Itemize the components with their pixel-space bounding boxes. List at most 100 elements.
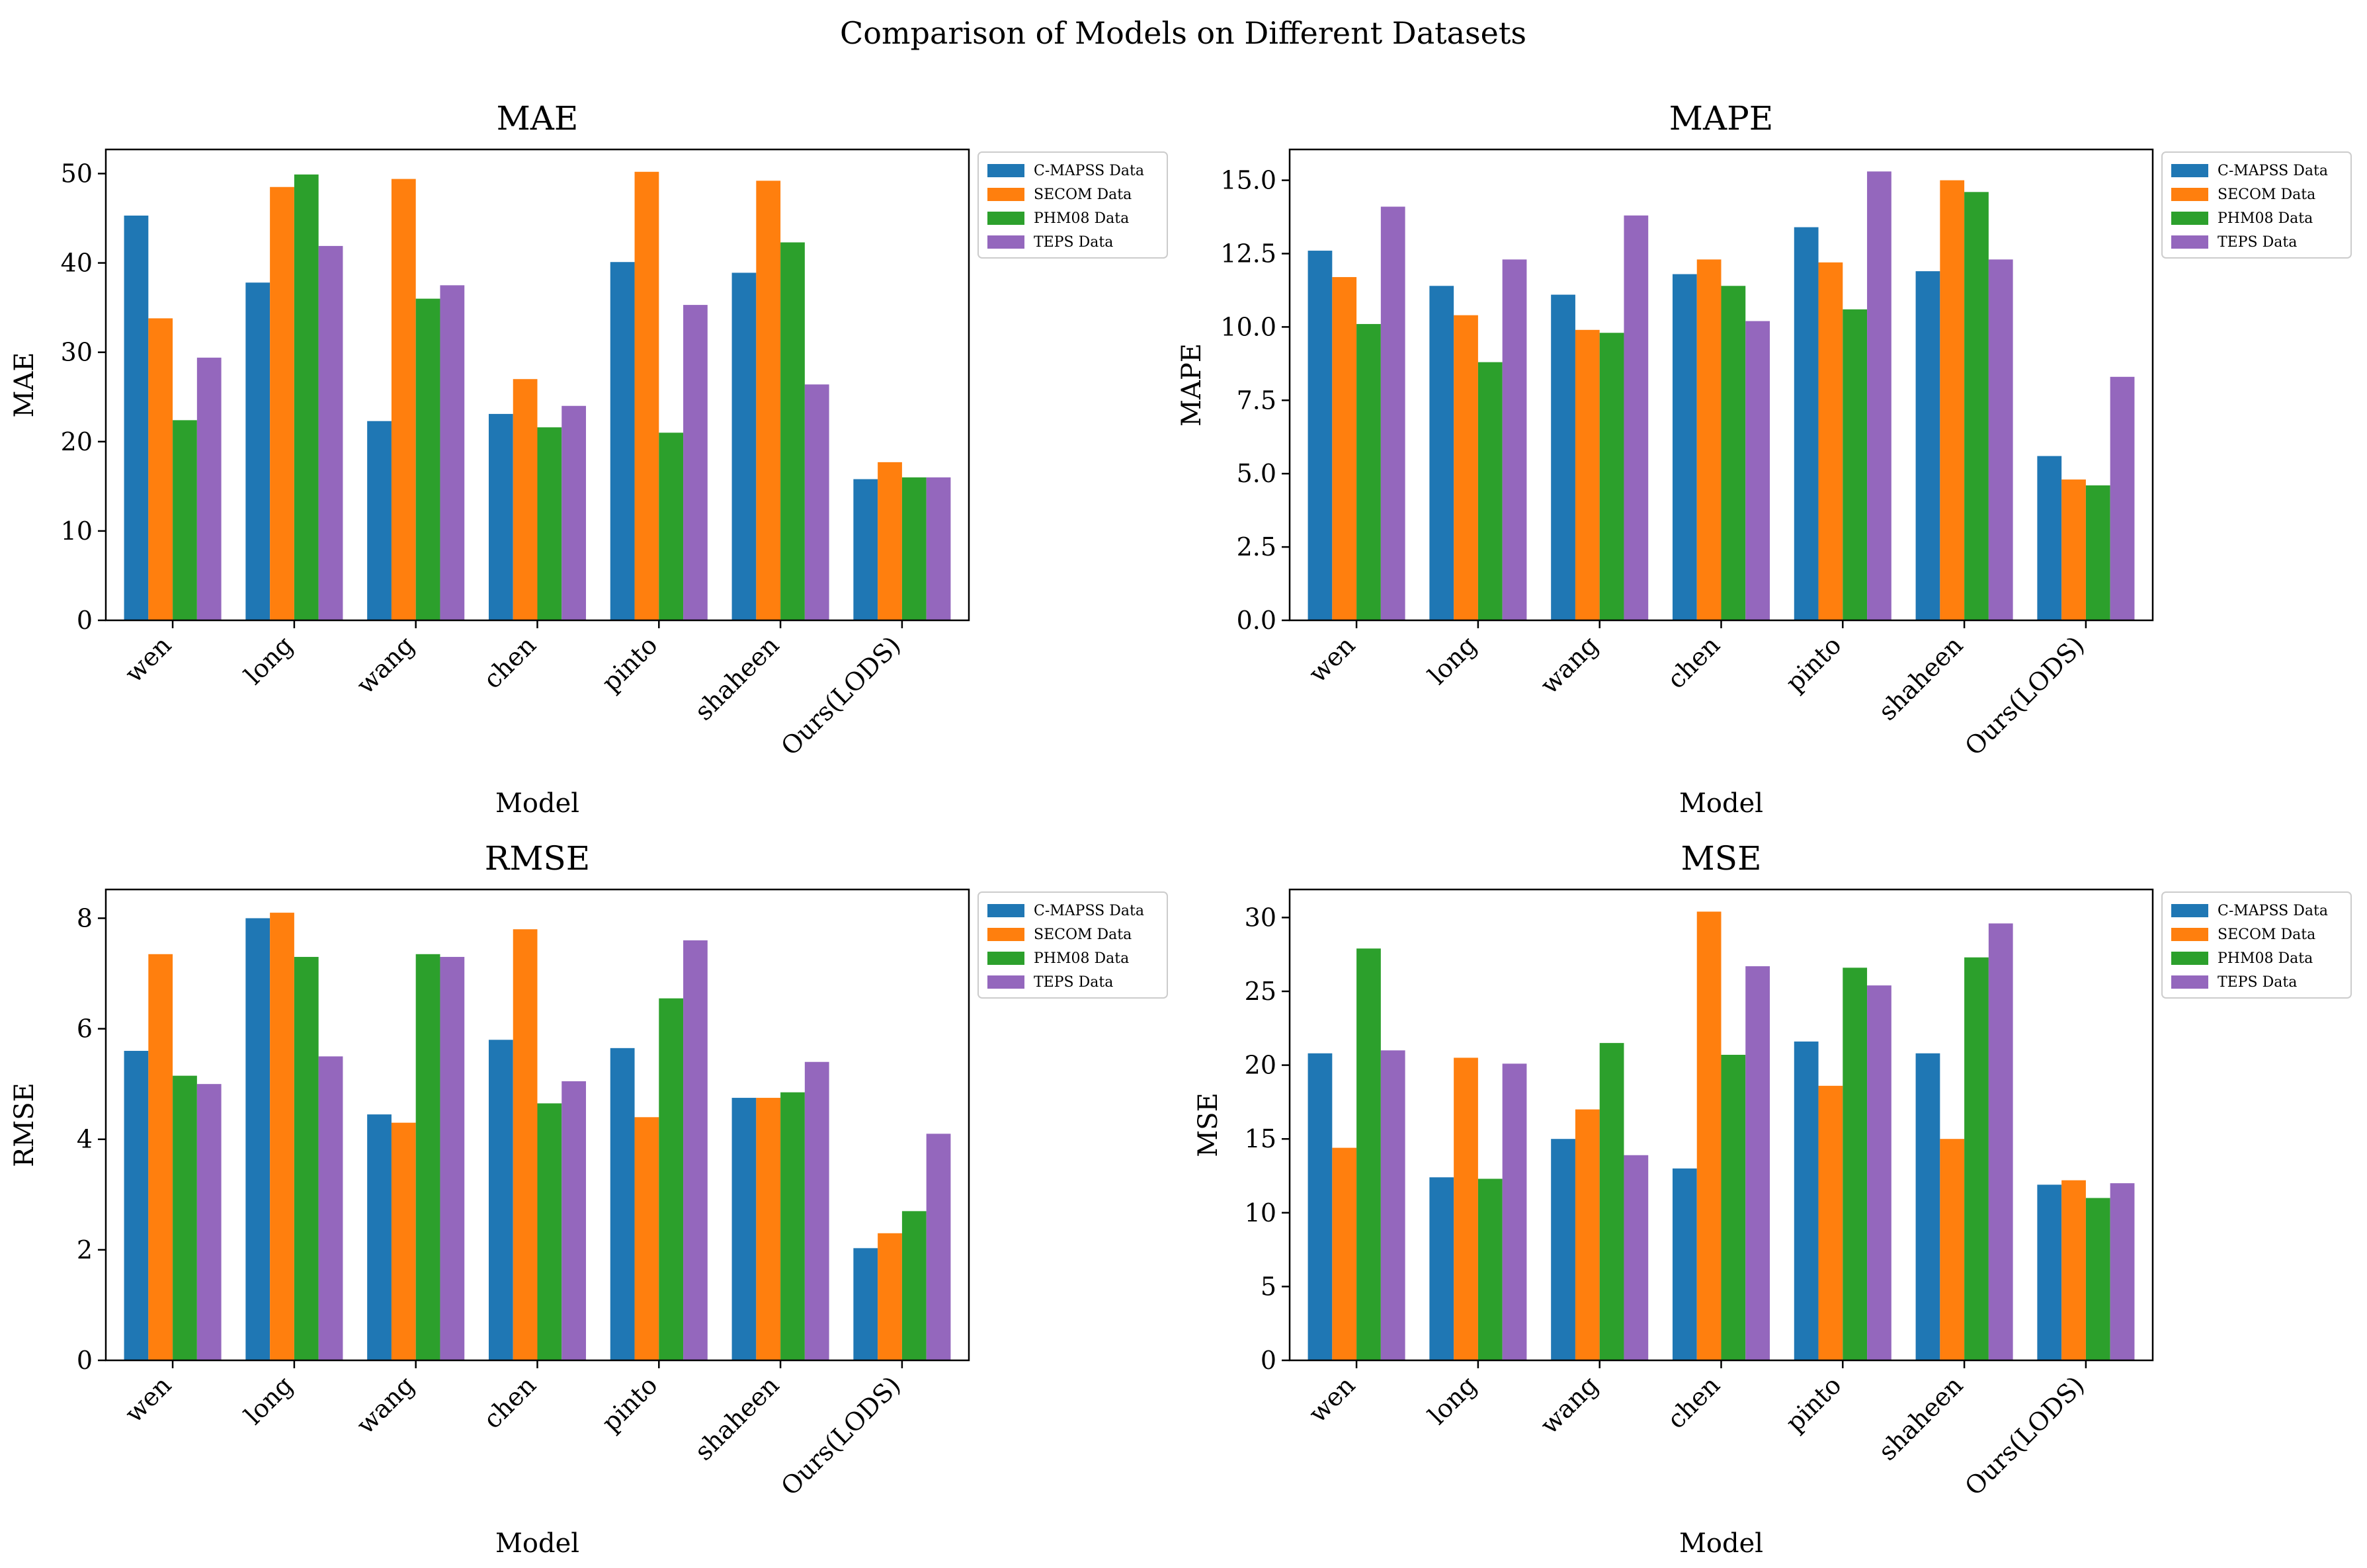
- legend-label: C-MAPSS Data: [2218, 163, 2328, 179]
- y-axis-label: RMSE: [9, 1083, 40, 1167]
- bar-teps-long: [1502, 259, 1527, 621]
- y-tick-label: 2.5: [1237, 532, 1276, 561]
- bar-phm08-ourslods: [901, 477, 927, 620]
- bar-c-mapss-chen: [488, 1040, 513, 1360]
- x-tick-label: shaheen: [689, 1370, 785, 1466]
- bar-teps-wen: [1380, 1050, 1405, 1360]
- panel-title: RMSE: [485, 839, 591, 878]
- legend-label: TEPS Data: [2218, 974, 2297, 991]
- bar-c-mapss-ourslods: [853, 479, 878, 620]
- bar-phm08-wen: [1356, 948, 1381, 1360]
- bar-secom-shaheen: [1940, 1139, 1965, 1360]
- legend-swatch: [2171, 188, 2208, 201]
- bar-teps-wen: [196, 357, 222, 620]
- bar-phm08-ourslods: [2085, 485, 2110, 620]
- panel-title: MSE: [1681, 839, 1762, 878]
- bar-secom-wen: [1332, 276, 1357, 621]
- bar-c-mapss-shaheen: [1915, 271, 1940, 620]
- legend-label: TEPS Data: [1034, 234, 1113, 251]
- bar-secom-chen: [1696, 259, 1722, 621]
- y-tick-label: 25: [1245, 977, 1276, 1006]
- x-tick-label: Ours(LODS): [775, 630, 906, 761]
- legend-swatch: [987, 975, 1024, 989]
- bar-secom-pinto: [1818, 262, 1843, 621]
- y-tick-label: 30: [1245, 903, 1276, 932]
- bar-phm08-long: [294, 956, 319, 1360]
- y-tick-label: 12.5: [1220, 239, 1276, 268]
- bar-teps-shaheen: [1988, 259, 2013, 621]
- x-axis-label: Model: [495, 1528, 579, 1559]
- bar-c-mapss-shaheen: [731, 1098, 757, 1360]
- bar-secom-chen: [513, 929, 538, 1360]
- bar-c-mapss-ourslods: [853, 1248, 878, 1360]
- x-axis-label: Model: [495, 788, 579, 819]
- bar-teps-wen: [1380, 206, 1405, 621]
- bar-secom-wang: [391, 1122, 416, 1360]
- bar-c-mapss-long: [1429, 286, 1454, 620]
- y-axis-label: MAPE: [1177, 343, 1207, 427]
- x-tick-label: wang: [351, 1370, 420, 1440]
- legend-box: [977, 151, 1168, 259]
- y-axis-label: MSE: [1193, 1093, 1224, 1157]
- bar-phm08-wen: [173, 420, 197, 620]
- bar-c-mapss-chen: [1672, 1168, 1697, 1360]
- bar-secom-ourslods: [2061, 479, 2086, 620]
- y-tick-label: 0: [77, 606, 93, 635]
- bar-phm08-ourslods: [901, 1211, 927, 1360]
- bar-c-mapss-long: [245, 282, 270, 620]
- bar-teps-pinto: [1867, 171, 1891, 621]
- bar-teps-shaheen: [1988, 923, 2013, 1360]
- bar-c-mapss-ourslods: [2037, 456, 2062, 620]
- panel-mae: 0 10 20 30 40 50 wen long wang chen pinto shaheenOu…: [9, 99, 1168, 819]
- x-tick-label: Ours(LODS): [775, 1370, 906, 1501]
- panel-mse: 0 5 10 15 20 25 30 wen long wang chen pinto shaheenO…: [1193, 839, 2352, 1559]
- y-tick-label: 0.0: [1237, 606, 1276, 635]
- bar-teps-ourslods: [2110, 376, 2135, 620]
- x-tick-label: wen: [119, 630, 177, 688]
- bar-secom-wang: [1575, 329, 1600, 620]
- legend-swatch: [2171, 975, 2208, 989]
- bar-phm08-wang: [415, 298, 440, 620]
- bar-c-mapss-chen: [1672, 274, 1697, 620]
- bar-teps-pinto: [683, 305, 708, 620]
- legend-label: TEPS Data: [1034, 974, 1113, 991]
- bar-phm08-wang: [1599, 333, 1624, 620]
- x-tick-label: pinto: [596, 1370, 663, 1437]
- x-tick-label: long: [1423, 630, 1482, 690]
- bar-c-mapss-long: [245, 918, 270, 1360]
- y-tick-label: 20: [61, 427, 93, 456]
- y-tick-label: 6: [77, 1014, 93, 1044]
- legend-label: SECOM Data: [1034, 927, 1132, 943]
- legend-label: PHM08 Data: [1034, 950, 1129, 967]
- legend-label: C-MAPSS Data: [2218, 903, 2328, 919]
- bar-secom-chen: [513, 379, 538, 620]
- bar-c-mapss-wen: [1308, 251, 1333, 620]
- bar-teps-ourslods: [926, 477, 951, 620]
- bar-c-mapss-shaheen: [1915, 1053, 1940, 1360]
- x-tick-label: wen: [1303, 1370, 1360, 1428]
- bar-c-mapss-pinto: [610, 1048, 635, 1360]
- bar-secom-shaheen: [756, 181, 781, 621]
- legend: C-MAPSS Data SECOM Data PHM08 Data TEPS Dat…: [2161, 891, 2352, 999]
- panel-rmse: 0 2 4 6 8 wen long wang chen pinto shaheenOurs(LOD…: [9, 839, 1168, 1559]
- y-tick-label: 0: [1261, 1346, 1276, 1375]
- bar-secom-wen: [148, 954, 173, 1360]
- bar-c-mapss-wang: [367, 1114, 392, 1360]
- bar-phm08-chen: [1721, 286, 1746, 620]
- bar-c-mapss-wang: [367, 421, 392, 620]
- bar-teps-shaheen: [804, 384, 829, 620]
- y-tick-label: 0: [77, 1346, 93, 1375]
- bar-secom-shaheen: [756, 1098, 781, 1360]
- y-tick-label: 8: [77, 903, 93, 932]
- bar-teps-ourslods: [926, 1134, 951, 1360]
- x-tick-label: Ours(LODS): [1959, 630, 2090, 761]
- bar-teps-wen: [196, 1084, 222, 1360]
- bar-c-mapss-long: [1429, 1177, 1454, 1360]
- bar-secom-wang: [1575, 1109, 1600, 1360]
- bar-teps-chen: [1745, 321, 1770, 620]
- bar-secom-long: [1454, 1057, 1478, 1360]
- panel-mape: 0.0 2.5 5.0 7.5 10.0 12.5 15.0 wen long wang chen p…: [1177, 99, 2352, 819]
- legend-swatch: [987, 928, 1024, 941]
- bar-secom-chen: [1696, 911, 1722, 1360]
